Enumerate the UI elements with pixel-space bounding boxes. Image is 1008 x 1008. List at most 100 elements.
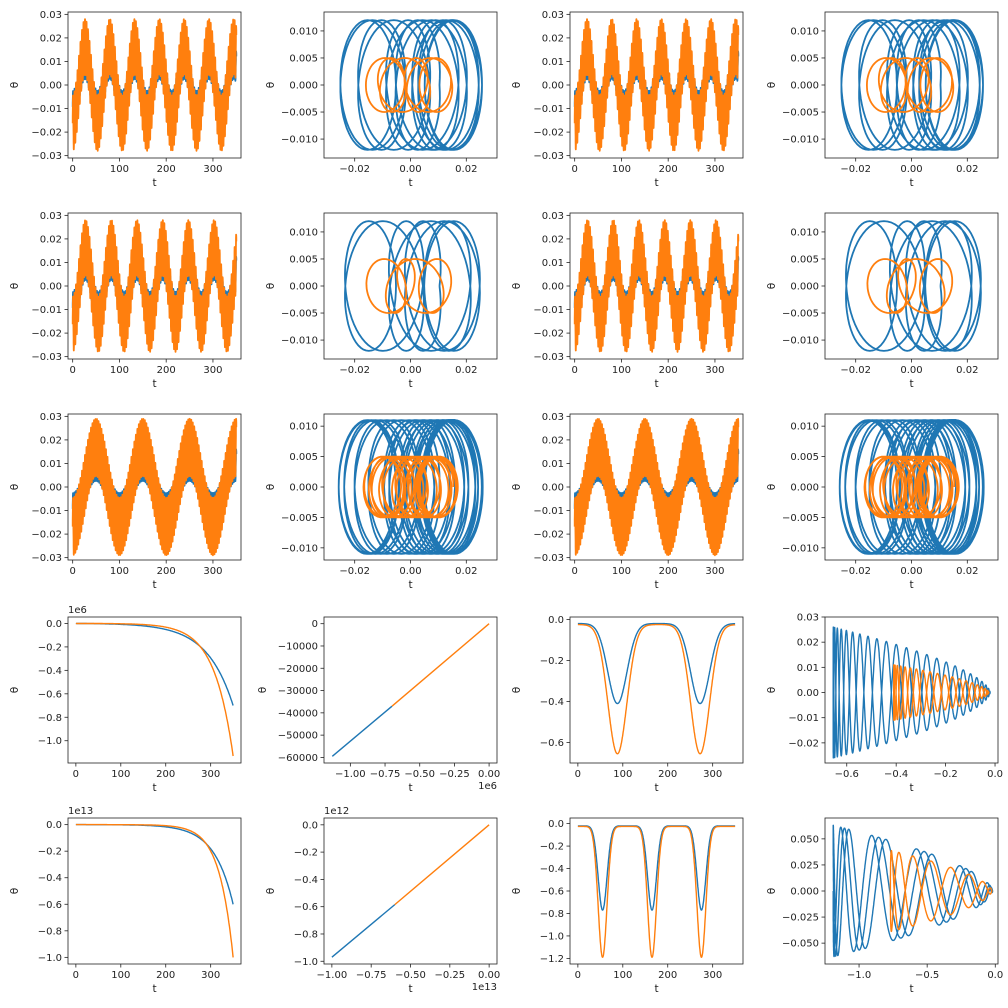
subplot-5-1: 0 100 200 300 −1.0 −0.8 −0.6 −0.4 −0.2 0.0 t θ 1e13 <box>9 806 242 995</box>
y-tick-label: 0.02 <box>542 33 564 44</box>
x-axis-label: t <box>408 983 412 995</box>
y-tick-label: −0.005 <box>281 108 318 119</box>
x-tick-label: −0.02 <box>840 566 871 577</box>
y-tick-label: 0.02 <box>797 638 819 649</box>
y-tick-label: 0.01 <box>542 258 564 269</box>
x-tick-label: 100 <box>110 566 129 577</box>
x-axis-label: t <box>152 782 156 794</box>
series-line-1 <box>577 622 736 705</box>
y-tick-label: −10000 <box>278 641 318 652</box>
y-tick-label: −50000 <box>278 731 318 742</box>
subplot-2-4: −0.02 0.00 0.02 −0.010 −0.005 0.000 0.005 0.010… <box>766 212 999 390</box>
subplot-1-4: −0.02 0.00 0.02 −0.010 −0.005 0.000 0.005 0.010… <box>766 11 999 189</box>
subplot-4-3: 0 100 200 300 −0.6 −0.4 −0.2 0.0 t θ <box>511 615 744 794</box>
x-axis-label: t <box>909 378 913 390</box>
x-tick-label: 0 <box>69 164 75 175</box>
y-tick-label: −0.02 <box>533 128 564 139</box>
x-tick-label: 200 <box>658 769 677 780</box>
y-tick-label: 0.02 <box>40 33 62 44</box>
y-tick-label: 0.010 <box>289 227 318 238</box>
x-tick-label: 100 <box>612 164 631 175</box>
x-axis-label: t <box>654 177 658 189</box>
x-tick-label: 200 <box>659 566 678 577</box>
y-tick-label: −0.6 <box>38 900 62 911</box>
x-tick-label: 0.02 <box>455 566 477 577</box>
series-line-2 <box>71 219 238 353</box>
y-tick-label: −0.02 <box>31 530 62 541</box>
y-axis-label: θ <box>511 484 523 490</box>
x-tick-label: −0.5 <box>915 970 939 981</box>
x-tick-label: −0.50 <box>395 970 426 981</box>
y-tick-label: 0.03 <box>797 613 819 624</box>
y-axis-label: θ <box>511 888 523 894</box>
y-tick-label: −0.6 <box>540 738 564 749</box>
x-tick-label: 100 <box>110 164 129 175</box>
y-tick-label: 0.00 <box>40 483 62 494</box>
x-tick-label: −1.00 <box>335 769 366 780</box>
y-tick-label: −0.02 <box>31 329 62 340</box>
y-tick-label: 0.01 <box>542 57 564 68</box>
y-tick-label: 0.0 <box>302 820 318 831</box>
series-line-1 <box>840 19 984 151</box>
y-tick-label: 0.005 <box>790 53 819 64</box>
x-tick-label: 300 <box>203 164 222 175</box>
y-axis-label: θ <box>265 484 277 490</box>
series-line-2 <box>866 57 955 113</box>
y-tick-label: −1.0 <box>294 957 318 968</box>
subplot-2-1: 0 100 200 300 −0.03 −0.02 −0.01 0.00 0.01 0.02 0.0… <box>9 211 242 390</box>
y-tick-label: 0.010 <box>790 227 819 238</box>
x-tick-label: 200 <box>157 365 176 376</box>
y-tick-label: 0.03 <box>40 10 62 21</box>
x-tick-label: −1.00 <box>317 970 348 981</box>
y-axis-label: θ <box>9 888 21 894</box>
y-tick-label: −0.03 <box>31 352 62 363</box>
x-axis-label: t <box>909 579 913 591</box>
series-line-2 <box>573 18 740 152</box>
y-tick-label: −60000 <box>278 753 318 764</box>
series-line-2 <box>71 18 238 152</box>
x-tick-label: 200 <box>157 566 176 577</box>
y-tick-label: −0.010 <box>782 135 819 146</box>
y-tick-label: −0.2 <box>540 842 564 853</box>
x-tick-label: −0.25 <box>439 769 470 780</box>
y-axis-label: θ <box>9 283 21 289</box>
x-tick-label: 200 <box>157 164 176 175</box>
x-tick-label: 0 <box>575 769 581 780</box>
series-line-1 <box>577 825 736 911</box>
x-axis-label: t <box>408 782 412 794</box>
y-tick-label: −0.005 <box>281 513 318 524</box>
y-tick-label: 0.0 <box>548 819 564 830</box>
y-tick-label: 0.005 <box>289 452 318 463</box>
x-tick-label: 100 <box>111 769 130 780</box>
x-tick-label: 300 <box>703 769 722 780</box>
y-tick-label: −30000 <box>278 686 318 697</box>
x-tick-label: 0 <box>571 164 577 175</box>
x-tick-label: 200 <box>659 164 678 175</box>
x-tick-label: 100 <box>612 365 631 376</box>
y-tick-label: −0.01 <box>533 104 564 115</box>
series-line-1 <box>845 220 982 352</box>
y-tick-label: 0.03 <box>40 211 62 222</box>
x-tick-label: 0 <box>571 365 577 376</box>
series-line-2 <box>75 622 234 757</box>
x-tick-label: 200 <box>156 970 175 981</box>
y-tick-label: −0.01 <box>31 506 62 517</box>
y-tick-label: 0.0 <box>46 820 62 831</box>
subplot-1-1: 0 100 200 300 −0.03 −0.02 −0.01 0.00 0.01 0.02 0.0… <box>9 10 242 189</box>
y-tick-label: −0.2 <box>540 656 564 667</box>
x-tick-label: 0.00 <box>399 365 421 376</box>
y-tick-label: −0.02 <box>533 329 564 340</box>
subplot-4-4: −0.6 −0.4 −0.2 0.0 −0.02 −0.01 0.00 0.01 0.02 0.0… <box>766 613 1003 795</box>
x-tick-label: 300 <box>201 769 220 780</box>
x-tick-label: 0 <box>73 769 79 780</box>
y-tick-label: −0.010 <box>782 336 819 347</box>
y-tick-label: −0.005 <box>782 513 819 524</box>
y-tick-label: −0.03 <box>31 151 62 162</box>
y-axis-label: θ <box>257 687 269 693</box>
x-axis-label: t <box>408 177 412 189</box>
y-tick-label: 0.03 <box>542 10 564 21</box>
x-axis-label: t <box>909 177 913 189</box>
y-tick-label: 0.02 <box>542 435 564 446</box>
x-tick-label: 100 <box>111 970 130 981</box>
y-tick-label: 0.03 <box>542 211 564 222</box>
